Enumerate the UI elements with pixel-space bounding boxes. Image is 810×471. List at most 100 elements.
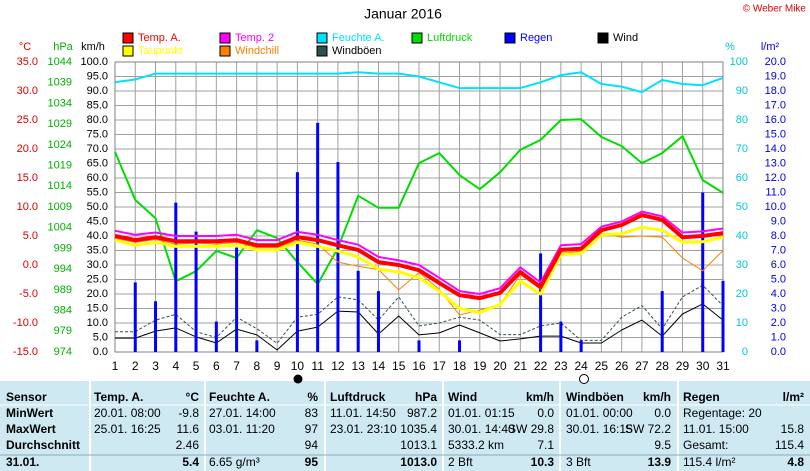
x-tick-label: 17 — [433, 359, 447, 373]
table-header: Luftdruck — [330, 390, 386, 404]
table-cell: 11.01. 14:50 — [330, 406, 396, 420]
y-tick-label: 65.0 — [87, 157, 108, 169]
legend-label: Temp. 2 — [235, 32, 274, 44]
y-tick-label: 989 — [54, 284, 72, 296]
table-header: km/h — [526, 390, 554, 404]
legend-swatch — [316, 45, 328, 57]
y-tick-label: 19.0 — [765, 70, 786, 82]
chart-title: Januar 2016 — [364, 6, 442, 22]
series-line — [114, 225, 724, 315]
credit: © Weber Mike — [743, 4, 807, 15]
y-tick-label: 100 — [730, 56, 748, 68]
y-tick-label: 11.0 — [765, 186, 786, 198]
y-tick-label: 2.0 — [771, 317, 786, 329]
table-cell: 94 — [305, 438, 319, 452]
y-tick-label: 1044 — [48, 56, 72, 68]
x-tick-label: 19 — [473, 359, 487, 373]
y-tick-label: 6.0 — [771, 259, 786, 271]
rain-bar — [701, 192, 705, 352]
table-cell: 5.4 — [182, 455, 199, 469]
x-tick-label: 10 — [291, 359, 305, 373]
y-tick-label: 979 — [54, 325, 72, 337]
y-tick-label: 25.0 — [87, 273, 108, 285]
table-cell: 115.4 l/m² — [683, 455, 735, 469]
table-cell: 83 — [305, 406, 319, 420]
y-tick-label: 5.0 — [23, 230, 38, 242]
x-tick-label: 12 — [331, 359, 345, 373]
y-tick-label: 1034 — [48, 97, 72, 109]
y-tick-label: 8.0 — [771, 230, 786, 242]
legend-label: Taupunkt — [138, 45, 183, 57]
x-tick-label: 23 — [554, 359, 568, 373]
y-tick-label: 15.0 — [87, 302, 108, 314]
y-tick-label: 35.0 — [17, 56, 38, 68]
y-tick-label: 1009 — [48, 201, 72, 213]
table-header: Feuchte A. — [209, 390, 270, 404]
rain-bar — [154, 301, 158, 352]
x-tick-label: 2 — [132, 359, 139, 373]
legend-label: Windchill — [235, 45, 279, 57]
y-tick-label: 20.0 — [17, 143, 38, 155]
moon-icon — [579, 374, 589, 384]
table-cell: 13.9 — [648, 455, 672, 469]
y-tick-label: 18.0 — [765, 85, 786, 97]
y-tick-label: 1014 — [48, 180, 72, 192]
y-tick-label: 14.0 — [765, 143, 786, 155]
y-tick-label: 1024 — [48, 139, 72, 151]
axis-unit: km/h — [81, 41, 105, 53]
series-line — [114, 118, 724, 286]
rain-bar — [295, 172, 299, 352]
y-tick-label: 80 — [736, 114, 748, 126]
rain-bar — [539, 253, 543, 352]
x-tick-label: 21 — [514, 359, 528, 373]
legend-label: Regen — [520, 32, 552, 44]
table-cell: 97 — [305, 422, 319, 436]
legend-label: Wind — [613, 32, 638, 44]
table-cell: 15.8 — [781, 422, 805, 436]
rain-bar — [721, 280, 725, 352]
x-tick-label: 1 — [112, 359, 119, 373]
table-cell: MaxWert — [6, 422, 56, 436]
x-tick-label: 16 — [412, 359, 426, 373]
table-header: Sensor — [6, 390, 47, 404]
x-tick-label: 9 — [274, 359, 281, 373]
table-cell: 25.01. 16:25 — [94, 422, 161, 436]
y-tick-label: 20.0 — [765, 56, 786, 68]
table-header: Windböen — [566, 390, 624, 404]
table-cell: 01.01. 01:15 — [448, 406, 515, 420]
legend-swatch — [316, 32, 328, 44]
legend-label: Luftdruck — [427, 32, 473, 44]
x-tick-label: 27 — [635, 359, 649, 373]
legend-label: Feuchte A. — [332, 32, 385, 44]
x-tick-label: 13 — [352, 359, 366, 373]
legend-swatch — [219, 45, 231, 57]
table-cell: -9.8 — [178, 406, 199, 420]
y-tick-label: 75.0 — [87, 128, 108, 140]
y-tick-label: 3.0 — [771, 302, 786, 314]
y-tick-label: 1004 — [48, 222, 72, 234]
x-tick-label: 25 — [595, 359, 609, 373]
table-cell: 1013.0 — [400, 455, 437, 469]
y-tick-label: 25.0 — [17, 114, 38, 126]
y-tick-label: 70 — [736, 143, 748, 155]
y-tick-label: 10 — [736, 317, 748, 329]
rain-bar — [356, 270, 360, 352]
y-tick-label: 100.0 — [80, 56, 108, 68]
x-tick-label: 3 — [152, 359, 159, 373]
axis-unit: l/m² — [761, 41, 780, 53]
y-tick-label: 30.0 — [17, 85, 38, 97]
rain-bar — [559, 321, 563, 352]
x-tick-label: 22 — [534, 359, 548, 373]
y-tick-label: 984 — [54, 304, 72, 316]
legend-swatch — [122, 32, 134, 44]
y-tick-label: 5.0 — [771, 273, 786, 285]
table-cell: 2 Bft — [448, 455, 473, 469]
y-tick-label: 20.0 — [87, 288, 108, 300]
table-cell: 7.1 — [537, 438, 554, 452]
table-cell: MinWert — [6, 406, 53, 420]
rain-bar — [214, 321, 218, 352]
y-tick-label: 974 — [54, 346, 72, 358]
y-tick-label: 20 — [736, 288, 748, 300]
table-header: Wind — [448, 390, 477, 404]
y-tick-label: -5.0 — [19, 288, 38, 300]
